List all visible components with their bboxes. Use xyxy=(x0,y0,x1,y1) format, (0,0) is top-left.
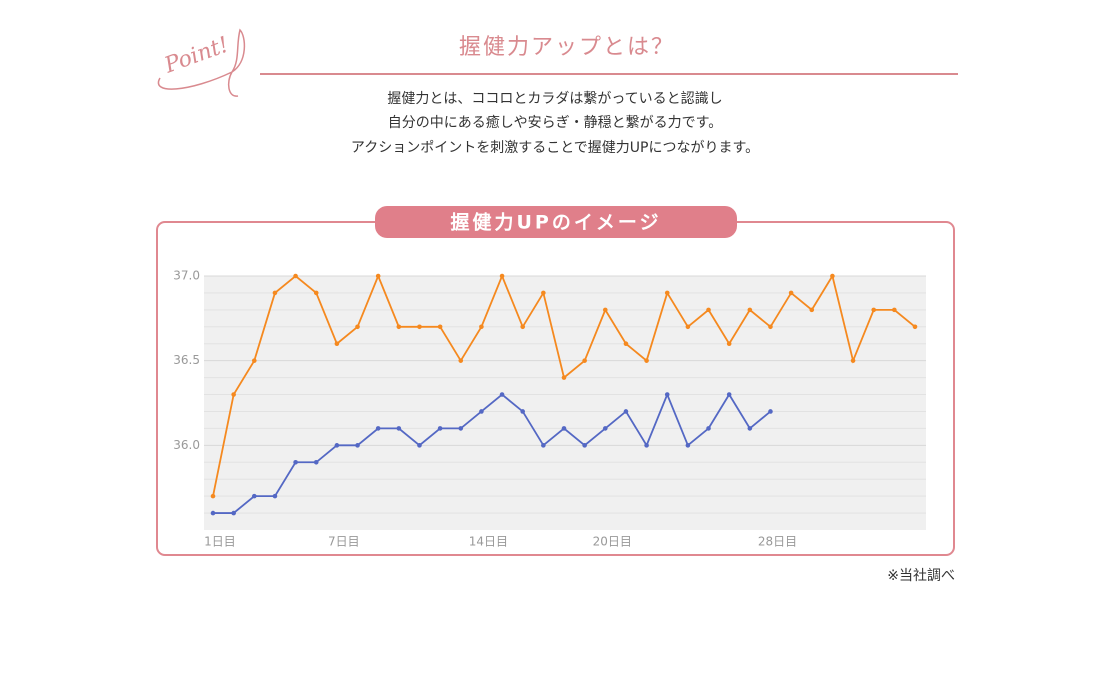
data-point xyxy=(664,392,670,397)
data-point xyxy=(210,493,216,499)
data-point xyxy=(582,358,587,363)
y-tick-label: 36.0 xyxy=(173,438,200,452)
data-point xyxy=(499,392,505,397)
data-point xyxy=(375,426,381,431)
data-point xyxy=(520,324,526,330)
data-point xyxy=(561,426,567,431)
data-point xyxy=(644,443,649,448)
data-point xyxy=(809,307,815,313)
data-point xyxy=(499,273,505,279)
data-point xyxy=(437,324,443,330)
data-point xyxy=(602,426,608,431)
data-point xyxy=(251,358,257,363)
data-point xyxy=(396,324,402,330)
data-point xyxy=(685,443,691,448)
x-tick-label: 7日目 xyxy=(328,535,360,549)
data-point xyxy=(396,426,402,431)
data-point xyxy=(830,273,835,279)
data-point xyxy=(210,510,216,516)
data-point xyxy=(602,307,608,313)
data-point xyxy=(458,358,464,363)
data-point xyxy=(850,358,856,363)
data-point xyxy=(768,409,773,414)
data-point xyxy=(623,409,629,414)
intro-line: 握健力とは、ココロとカラダは繋がっていると認識し xyxy=(387,91,722,107)
data-point xyxy=(912,324,918,330)
data-point xyxy=(458,426,464,431)
data-point xyxy=(623,341,629,347)
data-point xyxy=(231,392,236,397)
x-tick-label: 20日目 xyxy=(593,535,632,549)
data-point xyxy=(520,409,526,414)
data-point xyxy=(706,307,711,313)
chart-title: 握健力UPのイメージ xyxy=(451,211,662,234)
x-tick-label: 28日目 xyxy=(758,535,797,549)
data-point xyxy=(768,324,773,330)
data-point xyxy=(892,307,897,313)
data-point xyxy=(355,324,360,330)
y-tick-label: 36.5 xyxy=(173,353,200,367)
data-point xyxy=(685,324,691,330)
x-tick-label: 1日目 xyxy=(204,535,236,549)
data-point xyxy=(231,510,236,516)
badge-swirl xyxy=(157,28,246,97)
data-point xyxy=(664,290,670,296)
data-point xyxy=(417,324,422,330)
plot-area xyxy=(204,276,926,530)
data-point xyxy=(541,443,546,448)
data-point xyxy=(541,290,546,296)
plot: 36.0 36.5 37.0 1日目 7日目 14日目 20日目 28日目 xyxy=(173,269,926,549)
data-point xyxy=(293,459,298,465)
data-point xyxy=(644,358,649,363)
data-point xyxy=(747,426,753,431)
data-point xyxy=(272,290,278,296)
data-point xyxy=(417,443,422,448)
data-point xyxy=(561,375,567,380)
data-point xyxy=(313,459,319,465)
intro-line: 自分の中にある癒しや安らぎ・静穏と繋がる力です。 xyxy=(388,115,722,131)
series-line xyxy=(213,392,772,514)
data-point xyxy=(479,409,484,414)
title: 握健力アップとは？ xyxy=(459,35,675,60)
source-note: ※当社調べ xyxy=(887,568,955,584)
data-point xyxy=(788,290,794,296)
intro-line: アクションポイントを刺激することで握健力UPにつながります。 xyxy=(351,139,759,156)
data-point xyxy=(726,341,732,347)
data-point xyxy=(871,307,877,313)
data-point xyxy=(334,443,340,448)
data-point xyxy=(747,307,753,313)
badge-text: Point! xyxy=(161,32,233,78)
data-point xyxy=(251,493,257,499)
data-point xyxy=(375,273,381,279)
data-point xyxy=(726,392,732,397)
data-point xyxy=(272,493,278,499)
data-point xyxy=(293,273,298,279)
data-point xyxy=(706,426,711,431)
data-point xyxy=(437,426,443,431)
y-tick-label: 37.0 xyxy=(173,269,200,283)
data-point xyxy=(479,324,484,330)
point-badge: Point! xyxy=(157,28,246,97)
data-point xyxy=(334,341,340,347)
data-point xyxy=(313,290,319,296)
data-point xyxy=(355,443,360,448)
data-point xyxy=(582,443,587,448)
x-tick-label: 14日目 xyxy=(469,535,508,549)
chart-title-pill xyxy=(375,206,737,238)
